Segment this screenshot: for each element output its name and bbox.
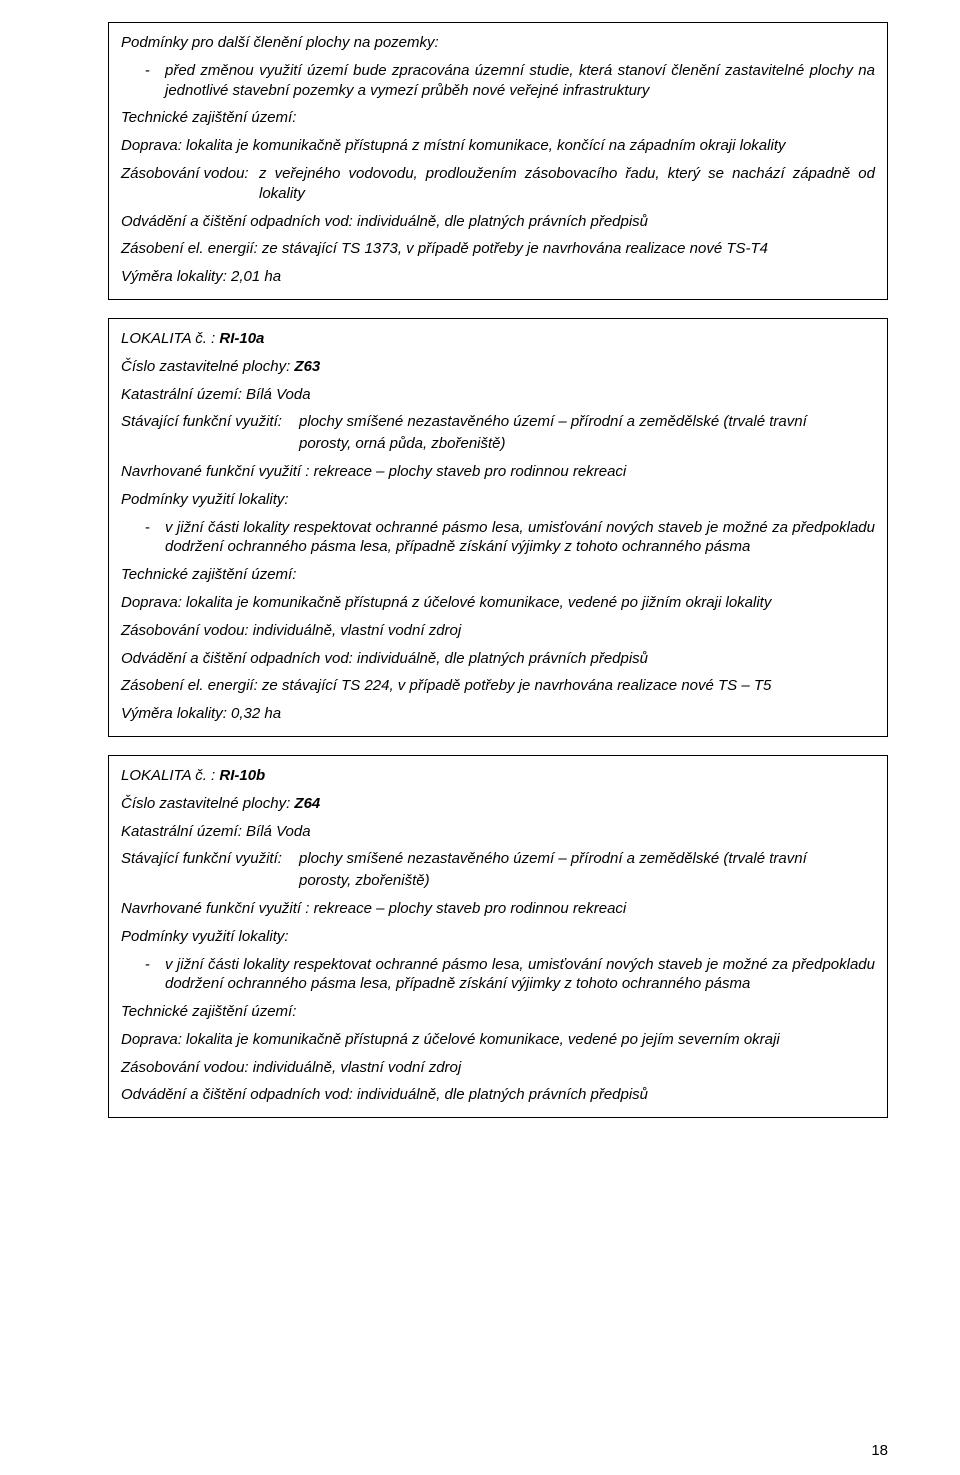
locality-code: RI-10a [219,330,264,347]
section-box-1: Podmínky pro další členění plochy na poz… [108,22,888,300]
current-use-text: plochy smíšené nezastavěného území – pří… [299,412,875,432]
bullet-text: před změnou využití území bude zpracován… [165,61,875,101]
transport-line: Doprava: lokalita je komunikačně přístup… [121,136,875,156]
bullet-text: v jižní části lokality respektovat ochra… [165,518,875,558]
electric-line: Zásobení el. energií: ze stávající TS 22… [121,676,875,696]
tech-heading: Technické zajištění území: [121,108,875,128]
wastewater-line: Odvádění a čištění odpadních vod: indivi… [121,1085,875,1105]
conditions-heading: Podmínky využití lokality: [121,927,875,947]
page-number: 18 [871,1442,888,1459]
locality-prefix: LOKALITA č. : [121,330,219,347]
plot-number-line: Číslo zastavitelné plochy: Z63 [121,357,875,377]
transport-line: Doprava: lokalita je komunikačně přístup… [121,593,875,613]
dash-icon: - [145,518,165,558]
plot-number-code: Z63 [294,358,320,375]
dash-icon: - [145,61,165,101]
plot-number-line: Číslo zastavitelné plochy: Z64 [121,794,875,814]
current-use-sub: porosty, zbořeniště) [299,871,875,891]
water-supply-text: z veřejného vodovodu, prodloužením zásob… [259,164,875,204]
current-use-row: Stávající funkční využití: plochy smíšen… [121,849,875,869]
dash-icon: - [145,955,165,995]
proposed-use-line: Navrhované funkční využití : rekreace – … [121,899,875,919]
locality-prefix: LOKALITA č. : [121,767,219,784]
conditions-heading: Podmínky využití lokality: [121,490,875,510]
tech-heading: Technické zajištění území: [121,565,875,585]
section-box-3: LOKALITA č. : RI-10b Číslo zastavitelné … [108,755,888,1118]
plot-number-prefix: Číslo zastavitelné plochy: [121,358,294,375]
cadastral-line: Katastrální území: Bílá Voda [121,822,875,842]
proposed-use-line: Navrhované funkční využití : rekreace – … [121,462,875,482]
locality-code: RI-10b [219,767,265,784]
cadastral-line: Katastrální území: Bílá Voda [121,385,875,405]
wastewater-line: Odvádění a čištění odpadních vod: indivi… [121,649,875,669]
bullet-item: - v jižní části lokality respektovat och… [145,518,875,558]
locality-line: LOKALITA č. : RI-10a [121,329,875,349]
plot-number-code: Z64 [294,795,320,812]
water-supply-label: Zásobování vodou: [121,164,259,204]
conditions-heading: Podmínky pro další členění plochy na poz… [121,33,875,53]
locality-line: LOKALITA č. : RI-10b [121,766,875,786]
area-line: Výměra lokality: 2,01 ha [121,267,875,287]
water-supply-line: Zásobování vodou: individuálně, vlastní … [121,1058,875,1078]
current-use-row: Stávající funkční využití: plochy smíšen… [121,412,875,432]
water-supply-line: Zásobování vodou: individuálně, vlastní … [121,621,875,641]
current-use-text: plochy smíšené nezastavěného území – pří… [299,849,875,869]
tech-heading: Technické zajištění území: [121,1002,875,1022]
wastewater-line: Odvádění a čištění odpadních vod: indivi… [121,212,875,232]
section-box-2: LOKALITA č. : RI-10a Číslo zastavitelné … [108,318,888,737]
electric-line: Zásobení el. energií: ze stávající TS 13… [121,239,875,259]
bullet-item: - před změnou využití území bude zpracov… [145,61,875,101]
water-supply-row: Zásobování vodou: z veřejného vodovodu, … [121,164,875,204]
current-use-label: Stávající funkční využití: [121,849,299,869]
current-use-label: Stávající funkční využití: [121,412,299,432]
plot-number-prefix: Číslo zastavitelné plochy: [121,795,294,812]
bullet-item: - v jižní části lokality respektovat och… [145,955,875,995]
current-use-sub: porosty, orná půda, zbořeniště) [299,434,875,454]
area-line: Výměra lokality: 0,32 ha [121,704,875,724]
transport-line: Doprava: lokalita je komunikačně přístup… [121,1030,875,1050]
document-page: Podmínky pro další členění plochy na poz… [0,0,960,1475]
bullet-text: v jižní části lokality respektovat ochra… [165,955,875,995]
